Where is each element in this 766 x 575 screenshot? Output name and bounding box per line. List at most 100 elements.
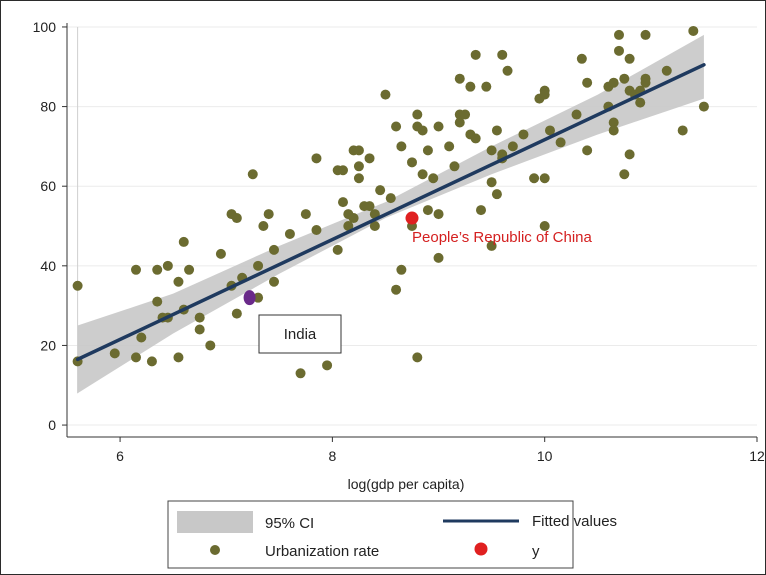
data-point-64 [412,109,423,120]
data-point-31 [269,276,279,287]
data-point-4 [131,352,141,363]
legend-scatter-swatch [210,545,220,555]
fitted-line-layer [75,63,706,362]
data-point-85 [476,205,486,216]
data-point-33 [284,228,295,239]
data-point-101 [539,89,550,100]
legend-ci-label: 95% CI [265,515,314,532]
legend-ci-swatch [177,511,253,533]
data-point-95 [502,65,513,76]
data-point-55 [375,185,386,196]
data-point-130 [688,25,699,36]
ci-band [77,34,704,394]
data-point-131 [698,101,709,112]
data-point-125 [640,29,651,40]
data-point-62 [407,157,417,168]
data-point-113 [608,125,619,136]
y-tick-label-1: 20 [40,337,56,353]
data-point-28 [253,292,264,303]
data-point-102 [539,173,550,184]
data-point-91 [491,125,502,136]
y-tick-label-3: 60 [40,178,56,194]
y-tick-label-4: 80 [40,99,56,115]
data-point-106 [571,109,582,120]
data-point-56 [380,89,391,100]
axes: 0 20 40 60 80 100 6 8 10 12 [33,19,765,464]
legend-highlight-label: y [532,543,540,560]
china-annotation: People’s Republic of China [412,229,592,246]
data-point-24 [231,213,242,224]
data-point-104 [545,125,555,136]
data-point-49 [353,145,364,156]
data-point-96 [507,141,518,152]
data-point-20 [215,248,226,259]
data-point-67 [417,169,428,180]
data-point-123 [635,97,646,108]
data-point-89 [486,240,497,251]
data-point-103 [539,221,550,232]
data-point-76 [449,161,460,172]
legend-scatter-label: Urbanization rate [265,543,379,560]
data-point-51 [364,201,375,212]
x-tick-label-2: 10 [537,448,553,464]
data-point-7 [152,264,163,275]
data-point-29 [258,221,269,232]
data-point-46 [348,213,359,224]
data-point-90 [491,189,502,200]
data-point-57 [385,193,396,204]
data-point-2 [109,348,120,359]
data-point-53 [369,221,380,232]
data-point-117 [619,169,630,180]
data-point-35 [300,209,311,220]
y-tick-label-2: 40 [40,258,56,274]
legend-highlight-swatch [474,542,488,556]
data-point-13 [173,352,184,363]
x-tick-label-0: 6 [116,448,124,464]
confidence-band-layer [77,34,704,394]
india-annotation: India [284,326,317,343]
data-point-37 [311,153,322,164]
data-point-80 [460,109,471,120]
data-point-8 [152,296,163,307]
data-point-87 [486,145,497,156]
data-point-26 [247,169,258,180]
data-point-19 [205,340,216,351]
data-point-3 [131,264,141,275]
x-tick-label-1: 8 [328,448,336,464]
data-point-5 [136,332,147,343]
grid-lines [67,26,757,426]
data-point-59 [391,121,402,132]
x-axis-title: log(gdp per capita) [348,476,465,492]
data-point-44 [343,221,354,232]
data-point-42 [338,165,348,176]
data-point-41 [338,197,348,208]
china-point [405,211,419,225]
data-point-32 [269,244,279,255]
data-point-107 [576,53,587,64]
data-point-74 [433,209,444,220]
data-point-36 [311,224,322,235]
india-point [243,290,256,306]
legend: 95% CI Fitted values Urbanization rate y [167,500,617,569]
data-point-120 [624,149,635,160]
data-point-127 [640,77,651,88]
data-point-114 [608,77,619,88]
data-point-70 [422,145,433,156]
india-callout: India [258,314,342,354]
data-point-118 [619,73,630,84]
data-point-105 [555,137,566,148]
data-point-60 [396,264,407,275]
data-point-17 [194,312,205,323]
data-point-58 [391,284,402,295]
x-tick-label-3: 12 [749,448,765,464]
data-point-98 [529,173,540,184]
data-point-47 [353,161,364,172]
data-point-12 [173,276,184,287]
data-point-75 [444,141,455,152]
legend-fit-label: Fitted values [532,513,617,530]
data-point-10 [162,260,173,271]
data-point-30 [263,209,274,220]
y-tick-label-5: 100 [33,19,57,35]
data-point-48 [353,173,364,184]
